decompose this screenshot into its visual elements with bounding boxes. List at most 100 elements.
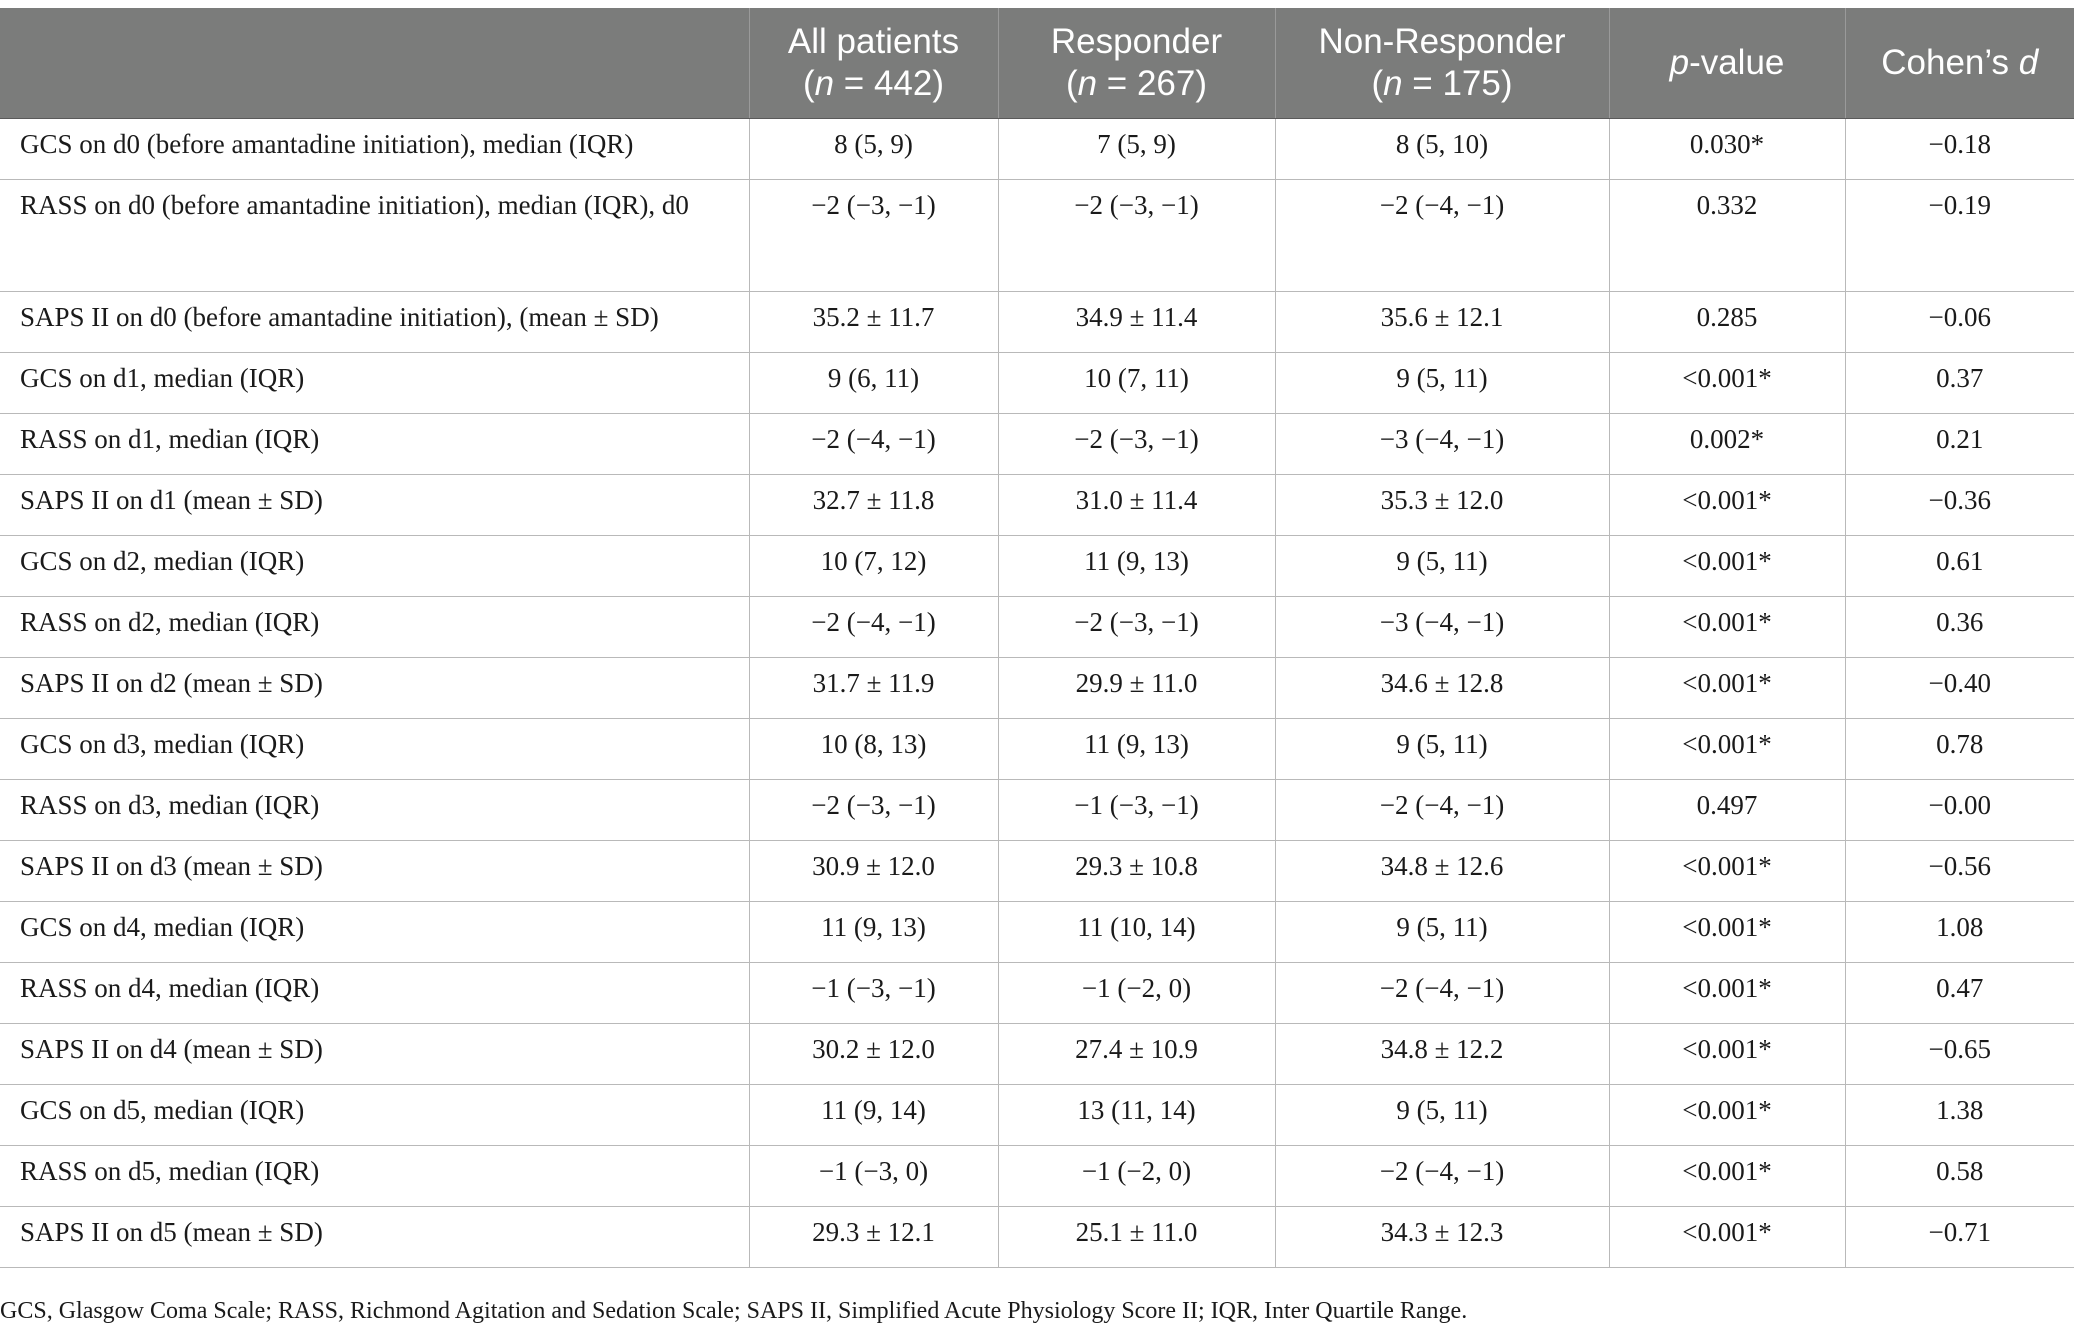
all-patients-cell: 9 (6, 11)	[748, 352, 998, 414]
all-patients-cell: 31.7 ± 11.9	[748, 657, 998, 719]
all-patients-cell: −1 (−3, 0)	[748, 1145, 998, 1207]
header-responder: Responder (n = 267)	[997, 8, 1275, 119]
all-patients-cell: 30.2 ± 12.0	[748, 1023, 998, 1085]
all-patients-cell: 30.9 ± 12.0	[748, 840, 998, 902]
row-label: RASS on d2, median (IQR)	[0, 596, 749, 658]
non-responder-cell: −2 (−4, −1)	[1274, 779, 1609, 841]
row-label: SAPS II on d1 (mean ± SD)	[0, 474, 749, 536]
p-value-cell: <0.001*	[1608, 901, 1845, 963]
p-value-cell: <0.001*	[1608, 718, 1845, 780]
responder-cell: −1 (−2, 0)	[997, 1145, 1275, 1207]
row-label: GCS on d1, median (IQR)	[0, 352, 749, 414]
cohens-d-cell: 0.47	[1844, 962, 2074, 1024]
table-row: GCS on d1, median (IQR) 9 (6, 11) 10 (7, 1…	[0, 352, 2074, 414]
responder-cell: −1 (−2, 0)	[997, 962, 1275, 1024]
cohens-d-cell: −0.65	[1844, 1023, 2074, 1085]
row-label: GCS on d5, median (IQR)	[0, 1084, 749, 1146]
cohens-d-cell: 0.61	[1844, 535, 2074, 597]
p-value-cell: <0.001*	[1608, 1145, 1845, 1207]
responder-cell: −2 (−3, −1)	[997, 413, 1275, 475]
all-patients-cell: −2 (−4, −1)	[748, 413, 998, 475]
all-patients-cell: 11 (9, 14)	[748, 1084, 998, 1146]
all-patients-cell: 32.7 ± 11.8	[748, 474, 998, 536]
header-non-responder-title: Non-Responder	[1318, 22, 1566, 61]
table-row: RASS on d4, median (IQR) −1 (−3, −1) −1 (−…	[0, 962, 2074, 1024]
cohens-d-cell: −0.40	[1844, 657, 2074, 719]
cohens-d-cell: 1.08	[1844, 901, 2074, 963]
cohens-d-cell: 0.36	[1844, 596, 2074, 658]
p-value-cell: <0.001*	[1608, 535, 1845, 597]
responder-cell: 11 (9, 13)	[997, 718, 1275, 780]
table-row: GCS on d3, median (IQR) 10 (8, 13) 11 (9, …	[0, 718, 2074, 780]
row-label: SAPS II on d3 (mean ± SD)	[0, 840, 749, 902]
p-value-cell: <0.001*	[1608, 596, 1845, 658]
header-all-patients-n: (n = 442)	[802, 64, 945, 103]
all-patients-cell: 10 (8, 13)	[748, 718, 998, 780]
p-value-cell: 0.030*	[1608, 118, 1845, 180]
table-row: RASS on d3, median (IQR) −2 (−3, −1) −1 (−…	[0, 779, 2074, 841]
all-patients-cell: −2 (−4, −1)	[748, 596, 998, 658]
table-row: RASS on d1, median (IQR) −2 (−4, −1) −2 (−…	[0, 413, 2074, 475]
responder-cell: 11 (9, 13)	[997, 535, 1275, 597]
cohens-d-cell: −0.19	[1844, 179, 2074, 292]
non-responder-cell: 9 (5, 11)	[1274, 901, 1609, 963]
row-label: SAPS II on d5 (mean ± SD)	[0, 1206, 749, 1268]
p-value-cell: 0.285	[1608, 291, 1845, 353]
row-label: GCS on d0 (before amantadine initiation)…	[0, 118, 749, 180]
row-label: SAPS II on d4 (mean ± SD)	[0, 1023, 749, 1085]
cohens-d-cell: 1.38	[1844, 1084, 2074, 1146]
all-patients-cell: 10 (7, 12)	[748, 535, 998, 597]
all-patients-cell: 11 (9, 13)	[748, 901, 998, 963]
header-responder-title: Responder	[1050, 22, 1223, 61]
row-label: SAPS II on d0 (before amantadine initiat…	[0, 291, 749, 353]
header-non-responder: Non-Responder (n = 175)	[1274, 8, 1609, 119]
table-header: All patients (n = 442) Responder (n = 26…	[0, 8, 2074, 119]
header-all-patients-title: All patients	[787, 22, 960, 61]
responder-cell: 29.9 ± 11.0	[997, 657, 1275, 719]
p-value-cell: <0.001*	[1608, 1023, 1845, 1085]
responder-cell: 27.4 ± 10.9	[997, 1023, 1275, 1085]
p-value-cell: 0.497	[1608, 779, 1845, 841]
row-label: RASS on d1, median (IQR)	[0, 413, 749, 475]
table-row: GCS on d0 (before amantadine initiation)…	[0, 118, 2074, 180]
table-row: RASS on d5, median (IQR) −1 (−3, 0) −1 (−2…	[0, 1145, 2074, 1207]
table-footnote: GCS, Glasgow Coma Scale; RASS, Richmond …	[0, 1298, 1468, 1324]
non-responder-cell: 34.3 ± 12.3	[1274, 1206, 1609, 1268]
cohens-d-cell: −0.36	[1844, 474, 2074, 536]
table-row: SAPS II on d3 (mean ± SD) 30.9 ± 12.0 29.3…	[0, 840, 2074, 902]
non-responder-cell: 8 (5, 10)	[1274, 118, 1609, 180]
responder-cell: 25.1 ± 11.0	[997, 1206, 1275, 1268]
p-value-cell: 0.332	[1608, 179, 1845, 292]
p-value-cell: <0.001*	[1608, 1084, 1845, 1146]
table-row: SAPS II on d5 (mean ± SD) 29.3 ± 12.1 25.1…	[0, 1206, 2074, 1268]
row-label: RASS on d3, median (IQR)	[0, 779, 749, 841]
responder-cell: 34.9 ± 11.4	[997, 291, 1275, 353]
non-responder-cell: 34.8 ± 12.6	[1274, 840, 1609, 902]
non-responder-cell: 9 (5, 11)	[1274, 1084, 1609, 1146]
header-non-responder-n: (n = 175)	[1371, 64, 1513, 103]
non-responder-cell: 9 (5, 11)	[1274, 535, 1609, 597]
responder-cell: 13 (11, 14)	[997, 1084, 1275, 1146]
table-row: GCS on d2, median (IQR) 10 (7, 12) 11 (9, …	[0, 535, 2074, 597]
row-label: RASS on d4, median (IQR)	[0, 962, 749, 1024]
row-label: SAPS II on d2 (mean ± SD)	[0, 657, 749, 719]
non-responder-cell: −2 (−4, −1)	[1274, 179, 1609, 292]
non-responder-cell: −2 (−4, −1)	[1274, 1145, 1609, 1207]
non-responder-cell: 9 (5, 11)	[1274, 352, 1609, 414]
table-body: GCS on d0 (before amantadine initiation)…	[0, 118, 2074, 1268]
table-row: SAPS II on d0 (before amantadine initiat…	[0, 291, 2074, 353]
responder-cell: 29.3 ± 10.8	[997, 840, 1275, 902]
non-responder-cell: −3 (−4, −1)	[1274, 413, 1609, 475]
non-responder-cell: 34.8 ± 12.2	[1274, 1023, 1609, 1085]
non-responder-cell: −2 (−4, −1)	[1274, 962, 1609, 1024]
responder-cell: −2 (−3, −1)	[997, 179, 1275, 292]
cohens-d-cell: −0.18	[1844, 118, 2074, 180]
non-responder-cell: 35.6 ± 12.1	[1274, 291, 1609, 353]
cohens-d-cell: 0.37	[1844, 352, 2074, 414]
cohens-d-cell: −0.00	[1844, 779, 2074, 841]
cohens-d-cell: −0.71	[1844, 1206, 2074, 1268]
responder-cell: −1 (−3, −1)	[997, 779, 1275, 841]
cohens-d-cell: −0.06	[1844, 291, 2074, 353]
non-responder-cell: 35.3 ± 12.0	[1274, 474, 1609, 536]
cohens-d-cell: −0.56	[1844, 840, 2074, 902]
